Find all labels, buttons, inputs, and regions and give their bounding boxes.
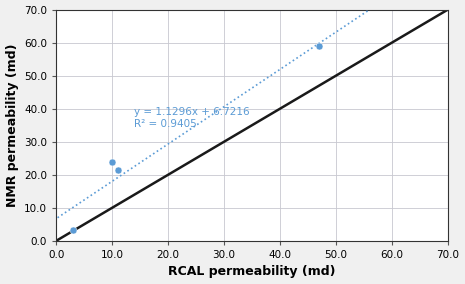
Point — [114, 168, 121, 172]
Point — [315, 44, 323, 48]
Point — [69, 228, 77, 233]
Point — [108, 159, 116, 164]
Y-axis label: NMR permeability (md): NMR permeability (md) — [6, 43, 19, 207]
X-axis label: RCAL permeability (md): RCAL permeability (md) — [168, 266, 336, 278]
Text: y = 1.1296x + 6.7216
R² = 0.9405: y = 1.1296x + 6.7216 R² = 0.9405 — [134, 107, 250, 129]
